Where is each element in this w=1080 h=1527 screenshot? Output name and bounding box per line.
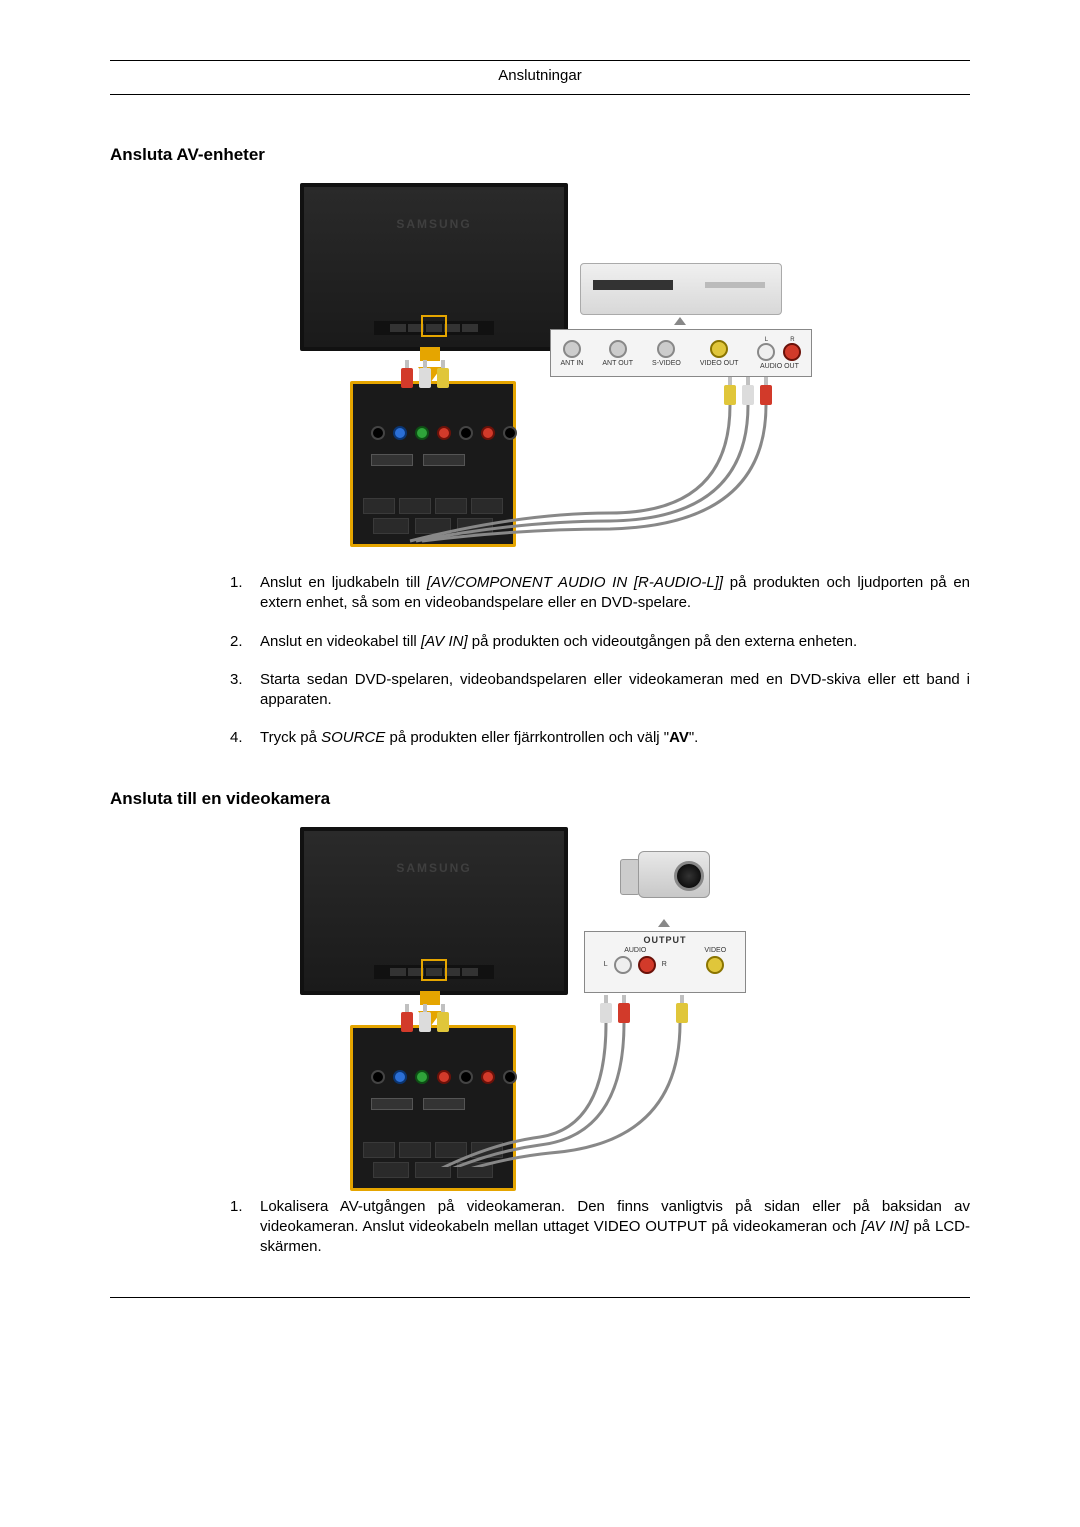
output-title: OUTPUT xyxy=(585,935,745,945)
io-label: S-VIDEO xyxy=(652,360,681,367)
param-text: [AV IN] xyxy=(861,1218,908,1235)
page-header: Anslutningar xyxy=(110,67,970,84)
param-text: SOURCE xyxy=(321,729,385,746)
io-label: AUDIO OUT xyxy=(760,363,799,370)
instruction-item: Anslut en ljudkabeln till [AV/COMPONENT … xyxy=(230,573,970,614)
text: Starta sedan DVD-spelaren, videobandspel… xyxy=(260,671,970,708)
header-rule xyxy=(110,94,970,95)
instructions-list-1: Anslut en ljudkabeln till [AV/COMPONENT … xyxy=(110,573,970,749)
instruction-item: Tryck på SOURCE på produkten eller fjärr… xyxy=(230,728,970,748)
section-heading-camcorder: Ansluta till en videokamera xyxy=(110,789,970,809)
display-monitor xyxy=(300,827,568,995)
text: Tryck på xyxy=(260,729,321,746)
param-text: [AV IN] xyxy=(421,633,468,650)
io-label: ANT IN xyxy=(561,360,584,367)
r-label: R xyxy=(662,961,667,968)
instruction-item: Lokalisera AV-utgången på videokameran. … xyxy=(230,1197,970,1258)
io-l: L xyxy=(757,337,775,343)
text: Anslut en videokabel till xyxy=(260,633,421,650)
instructions-list-2: Lokalisera AV-utgången på videokameran. … xyxy=(110,1197,970,1258)
document-page: Anslutningar Ansluta AV-enheter xyxy=(0,0,1080,1358)
instruction-item: Starta sedan DVD-spelaren, videobandspel… xyxy=(230,670,970,711)
figure-camcorder: OUTPUT AUDIO L R VIDEO xyxy=(110,827,970,1167)
param-text: [AV/COMPONENT AUDIO IN [R-AUDIO-L]] xyxy=(427,574,723,591)
instruction-item: Anslut en videokabel till [AV IN] på pro… xyxy=(230,632,970,652)
io-label: ANT OUT xyxy=(602,360,633,367)
bold-text: AV xyxy=(669,729,689,746)
camcorder-device xyxy=(620,841,710,911)
text: på produkten och videoutgången på den ex… xyxy=(468,633,857,650)
arrow-up-icon xyxy=(658,919,670,927)
video-label: VIDEO xyxy=(704,947,726,954)
io-label: VIDEO OUT xyxy=(700,360,739,367)
top-rule xyxy=(110,60,970,61)
rca-plugs-out xyxy=(600,995,688,1023)
rca-plugs-in xyxy=(401,1004,449,1032)
arrow-up-icon xyxy=(674,317,686,325)
io-r: R xyxy=(783,337,801,343)
rca-plugs-in xyxy=(401,360,449,388)
highlighted-port xyxy=(421,315,447,337)
io-panel: ANT IN ANT OUT S-VIDEO VIDEO OUT L R AUD… xyxy=(550,329,812,377)
l-label: L xyxy=(604,961,608,968)
rca-plugs-out xyxy=(724,377,772,405)
bottom-rule xyxy=(110,1297,970,1298)
highlighted-port xyxy=(421,959,447,981)
back-panel xyxy=(350,1025,516,1191)
figure-av-devices: ANT IN ANT OUT S-VIDEO VIDEO OUT L R AUD… xyxy=(110,183,970,543)
section-heading-av: Ansluta AV-enheter xyxy=(110,145,970,165)
text: Anslut en ljudkabeln till xyxy=(260,574,427,591)
text: ". xyxy=(689,729,699,746)
back-panel xyxy=(350,381,516,547)
output-panel: OUTPUT AUDIO L R VIDEO xyxy=(584,931,746,993)
external-device xyxy=(580,263,782,315)
audio-label: AUDIO xyxy=(624,947,646,954)
display-monitor xyxy=(300,183,568,351)
text: på produkten eller fjärrkontrollen och v… xyxy=(385,729,669,746)
